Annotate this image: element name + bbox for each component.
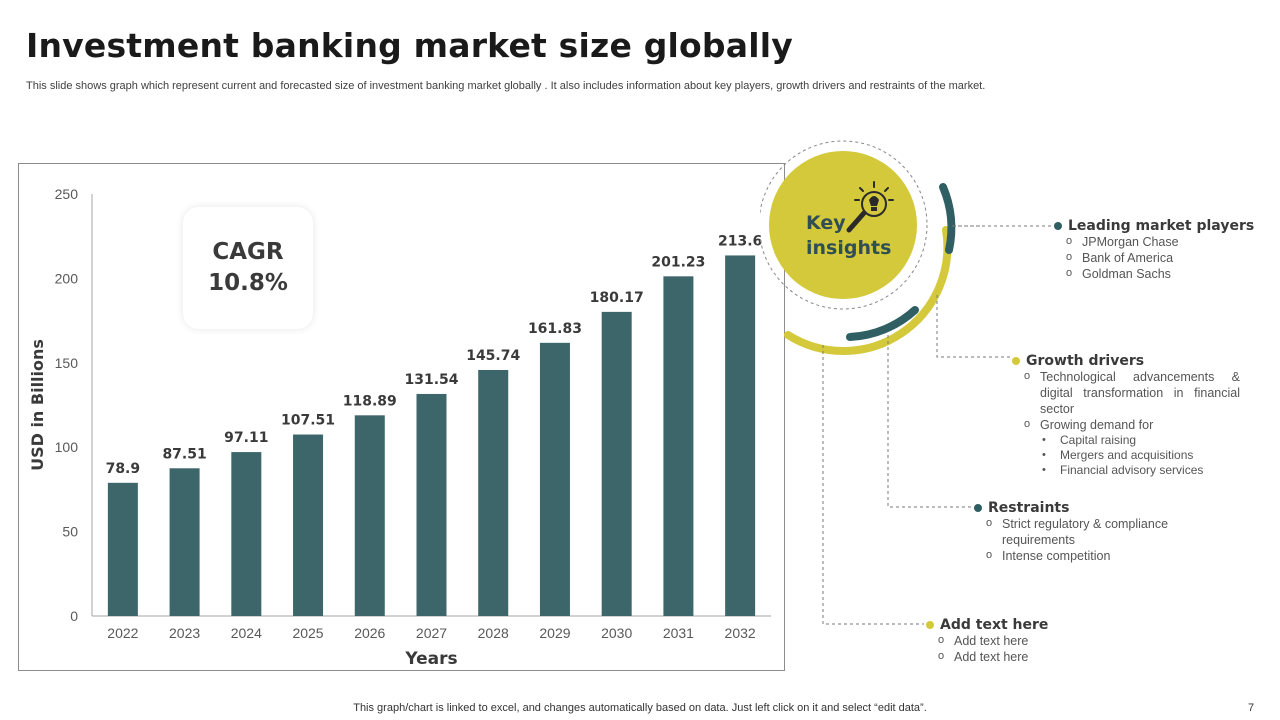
chart-frame[interactable]: 0 50 100 150 200 250 78.9 2022 87.51 2023 97.11 202…	[18, 163, 785, 671]
leading-players-title: Leading market players	[1068, 218, 1255, 234]
list-item: Strict regulatory & compliance requireme…	[984, 515, 1194, 548]
teal-dot	[974, 504, 982, 512]
page-title: Investment banking market size globally	[26, 26, 793, 65]
bar	[354, 415, 385, 616]
bar	[231, 452, 262, 616]
list-item: Intense competition	[984, 547, 1194, 564]
list-item: JPMorgan Chase	[1064, 233, 1274, 250]
teal-dot	[1054, 222, 1062, 230]
list-item: Goldman Sachs	[1064, 265, 1274, 282]
x-tick-label: 2029	[539, 625, 570, 641]
page-number: 7	[1248, 702, 1255, 714]
cagr-callout: CAGR 10.8%	[183, 207, 313, 329]
y-tick-label: 0	[70, 608, 78, 624]
list-item[interactable]: Add text here	[936, 648, 1126, 665]
data-label: 213.6	[718, 233, 762, 249]
leading-players-section: Leading market players JPMorgan Chase Ba…	[1054, 218, 1274, 282]
data-label: 201.23	[651, 254, 705, 270]
y-tick-label: 200	[55, 270, 79, 286]
add-text-section: Add text here Add text here Add text her…	[926, 617, 1126, 665]
growth-drivers-title: Growth drivers	[1026, 353, 1145, 369]
yellow-arc	[784, 226, 952, 355]
x-tick-label: 2031	[663, 625, 694, 641]
data-label: 107.51	[281, 413, 335, 429]
bar	[601, 311, 632, 616]
y-axis-title: USD in Billions	[28, 339, 47, 471]
list-item: Technological advancements & digital tra…	[1022, 368, 1240, 417]
lightbulb-magnifier-icon	[846, 181, 894, 233]
insights-graphic	[760, 140, 980, 355]
data-label: 145.74	[466, 348, 520, 364]
x-tick-label: 2023	[169, 625, 200, 641]
footer-note: This graph/chart is linked to excel, and…	[353, 702, 927, 714]
data-label: 78.9	[106, 461, 141, 477]
bar	[169, 468, 200, 616]
bar	[663, 276, 694, 616]
y-tick-label: 250	[55, 186, 79, 202]
data-label: 131.54	[404, 372, 458, 388]
data-label: 97.11	[224, 430, 268, 446]
data-label: 180.17	[590, 290, 644, 306]
data-label: 161.83	[528, 321, 582, 337]
bar-chart[interactable]: 0 50 100 150 200 250 78.9 2022 87.51 2023 97.11 202…	[19, 164, 786, 672]
key-insights-label: Key insights	[806, 212, 892, 259]
y-tick-label: 50	[62, 524, 78, 540]
bar	[725, 255, 756, 616]
teal-arc-top	[939, 183, 956, 254]
yellow-dot	[926, 621, 934, 629]
x-tick-label: 2026	[354, 625, 385, 641]
cagr-text: CAGR 10.8%	[208, 239, 288, 296]
restraints-section: Restraints Strict regulatory & complianc…	[974, 500, 1194, 564]
sub-list-item: Mergers and acquisitions	[1022, 448, 1240, 463]
list-item: Bank of America	[1064, 249, 1274, 266]
x-tick-label: 2028	[478, 625, 509, 641]
bar	[293, 434, 324, 616]
bar	[478, 369, 509, 616]
x-tick-label: 2030	[601, 625, 632, 641]
x-tick-label: 2032	[725, 625, 756, 641]
bar	[416, 393, 447, 616]
y-tick-label: 100	[55, 439, 79, 455]
teal-arc-bottom	[846, 306, 919, 341]
list-item: Growing demand for	[1022, 416, 1240, 433]
restraints-title: Restraints	[988, 500, 1070, 516]
x-tick-label: 2022	[107, 625, 138, 641]
bar	[539, 342, 570, 616]
page-subtitle: This slide shows graph which represent c…	[26, 80, 986, 92]
key-insights-circle	[769, 151, 917, 299]
sub-list-item: Financial advisory services	[1022, 463, 1240, 478]
x-tick-label: 2024	[231, 625, 262, 641]
dashed-outer-ring	[760, 140, 928, 310]
sub-list-item: Capital raising	[1022, 433, 1240, 448]
x-tick-label: 2027	[416, 625, 447, 641]
data-label: 118.89	[343, 393, 397, 409]
list-item[interactable]: Add text here	[936, 632, 1126, 649]
bar	[107, 482, 138, 616]
y-tick-label: 150	[55, 355, 79, 371]
data-label: 87.51	[162, 446, 206, 462]
x-axis-title: Years	[404, 649, 457, 669]
yellow-dot	[1012, 357, 1020, 365]
x-tick-label: 2025	[292, 625, 323, 641]
add-text-title[interactable]: Add text here	[940, 617, 1049, 633]
growth-drivers-section: Growth drivers Technological advancement…	[1012, 353, 1240, 478]
